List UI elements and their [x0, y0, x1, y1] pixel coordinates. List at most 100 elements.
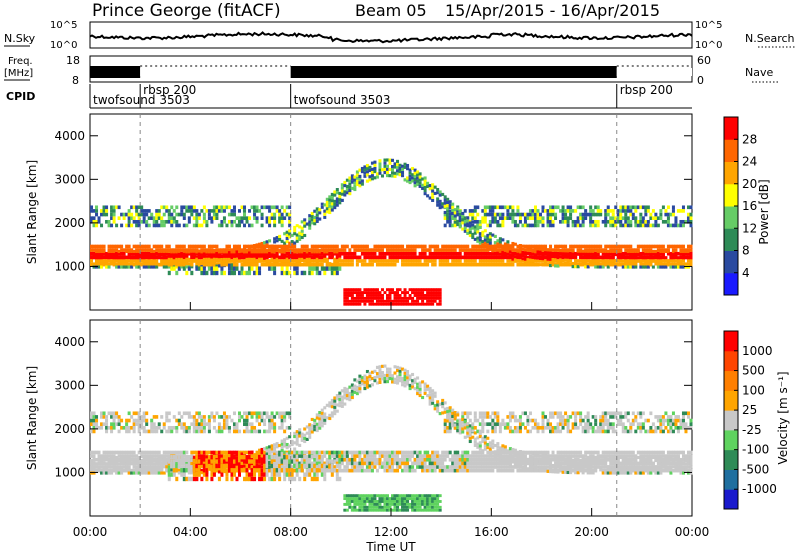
heatmap-cell — [654, 253, 658, 257]
heatmap-cell — [581, 249, 585, 253]
heatmap-cell — [120, 418, 124, 423]
heatmap-cell — [431, 262, 435, 267]
heatmap-cell — [182, 465, 186, 469]
heatmap-cell — [338, 194, 342, 199]
heatmap-cell — [117, 462, 121, 466]
heatmap-cell — [290, 454, 294, 458]
heatmap-cell — [664, 249, 668, 254]
heatmap-cell — [255, 259, 259, 263]
heatmap-cell — [145, 422, 149, 426]
heatmap-cell — [318, 251, 322, 256]
heatmap-cell — [380, 262, 384, 267]
heatmap-cell — [516, 212, 520, 217]
heatmap-cell — [275, 455, 279, 460]
heatmap-cell — [426, 184, 430, 189]
heatmap-cell — [243, 209, 247, 213]
heatmap-cell — [589, 223, 593, 228]
heatmap-cell — [355, 182, 359, 187]
heatmap-cell — [155, 259, 159, 263]
heatmap-cell — [338, 397, 342, 401]
heatmap-cell — [378, 255, 382, 260]
heatmap-cell — [471, 255, 475, 260]
heatmap-cell — [227, 257, 231, 263]
heatmap-cell — [155, 255, 159, 260]
heatmap-cell — [130, 457, 134, 462]
heatmap-cell — [172, 253, 176, 258]
heatmap-cell — [145, 259, 149, 263]
heatmap-cell — [288, 270, 292, 276]
heatmap-cell — [353, 299, 357, 303]
heatmap-cell — [175, 457, 179, 462]
heatmap-cell — [666, 251, 670, 256]
heatmap-cell — [634, 209, 638, 213]
heatmap-cell — [190, 468, 194, 473]
heatmap-cell — [574, 255, 578, 259]
heatmap-cell — [340, 389, 344, 393]
heatmap-cell — [280, 212, 284, 217]
heatmap-cell — [338, 404, 342, 408]
heatmap-cell — [210, 209, 214, 213]
heatmap-cell — [145, 471, 149, 475]
heatmap-cell — [120, 465, 124, 469]
heatmap-cell — [666, 205, 670, 210]
heatmap-cell — [606, 255, 610, 260]
heatmap-cell — [145, 457, 149, 462]
heatmap-cell — [205, 463, 209, 469]
heatmap-cell — [192, 415, 196, 419]
heatmap-cell — [501, 253, 505, 258]
heatmap-cell — [370, 259, 374, 263]
heatmap-cell — [528, 223, 532, 228]
heatmap-cell — [225, 461, 229, 466]
heatmap-cell — [152, 462, 156, 466]
heatmap-cell — [185, 209, 189, 213]
heatmap-cell — [546, 248, 550, 252]
heatmap-cell — [278, 459, 282, 464]
heatmap-cell — [564, 219, 568, 224]
heatmap-cell — [167, 418, 171, 423]
heatmap-cell — [140, 454, 144, 458]
heatmap-cell — [601, 265, 605, 269]
heatmap-cell — [202, 257, 206, 263]
heatmap-cell — [436, 200, 440, 204]
heatmap-cell — [243, 216, 247, 220]
heatmap-cell — [258, 459, 262, 464]
heatmap-cell — [132, 465, 136, 469]
heatmap-cell — [268, 223, 272, 228]
heatmap-cell — [634, 219, 638, 224]
heatmap-cell — [656, 262, 660, 266]
heatmap-cell — [145, 212, 149, 217]
heatmap-cell — [614, 252, 618, 257]
heatmap-cell — [408, 177, 412, 181]
heatmap-cell — [253, 253, 257, 257]
heatmap-cell — [393, 244, 397, 249]
heatmap-cell — [167, 265, 171, 269]
heatmap-cell — [438, 251, 442, 256]
heatmap-cell — [290, 439, 294, 443]
heatmap-cell — [325, 244, 329, 249]
heatmap-cell — [616, 209, 620, 213]
heatmap-cell — [268, 415, 272, 419]
heatmap-cell — [513, 212, 517, 217]
heatmap-cell — [240, 266, 244, 271]
heatmap-cell — [318, 244, 322, 249]
heatmap-cell — [426, 194, 430, 198]
heatmap-cell — [288, 229, 292, 233]
heatmap-cell — [468, 209, 472, 213]
heatmap-cell — [212, 461, 216, 466]
heatmap-cell — [260, 451, 264, 455]
heatmap-cell — [240, 457, 244, 462]
heatmap-cell — [340, 183, 344, 187]
heatmap-cell — [624, 209, 628, 213]
heatmap-cell — [669, 244, 673, 249]
heatmap-cell — [338, 266, 342, 271]
heatmap-cell — [105, 262, 109, 266]
heatmap-cell — [140, 471, 144, 475]
heatmap-cell — [408, 259, 412, 263]
heatmap-cell — [190, 265, 194, 269]
heatmap-cell — [185, 411, 189, 416]
heatmap-cell — [92, 457, 96, 462]
heatmap-cell — [681, 249, 685, 254]
heatmap-cell — [518, 253, 522, 257]
heatmap-cell — [315, 257, 319, 263]
heatmap-cell — [290, 253, 294, 258]
